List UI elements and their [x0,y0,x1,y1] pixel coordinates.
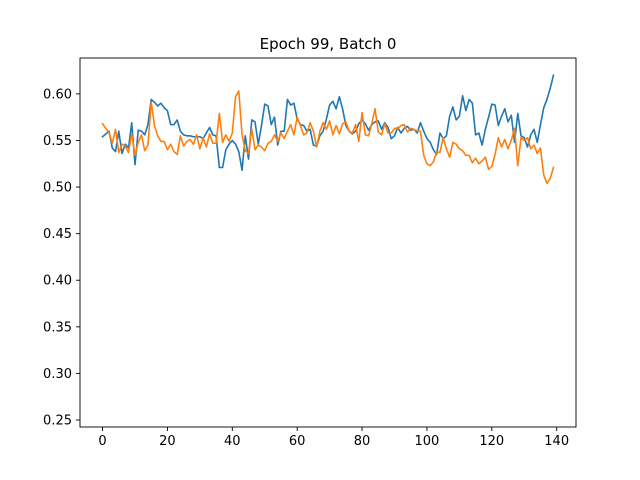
y-tick-label: 0.45 [43,227,72,242]
axes-layer: 0 20 40 60 80 100 120 140 0.25 0.30 0.35 0.40 0.45 0.… [43,57,577,449]
x-tick-label: 100 [415,434,440,449]
series-line-2 [101,90,555,185]
series-layer [101,74,555,185]
y-tick-label: 0.30 [43,367,72,382]
x-tick-label: 140 [544,434,569,449]
chart-title: Epoch 99, Batch 0 [260,35,397,53]
x-tick-label: 120 [479,434,504,449]
x-tick-label: 0 [98,434,106,449]
x-tick-label: 20 [159,434,176,449]
x-tick-label: 80 [354,434,371,449]
y-tick-label: 0.50 [43,181,72,196]
series-line-1 [101,74,555,172]
y-tick-label: 0.25 [43,414,72,429]
y-tick-label: 0.35 [43,320,72,335]
plot-frame [79,57,577,428]
y-tick-label: 0.40 [43,274,72,289]
x-tick-label: 40 [224,434,241,449]
y-tick-label: 0.55 [43,134,72,149]
y-tick-label: 0.60 [43,87,72,102]
x-tick-label: 60 [289,434,306,449]
